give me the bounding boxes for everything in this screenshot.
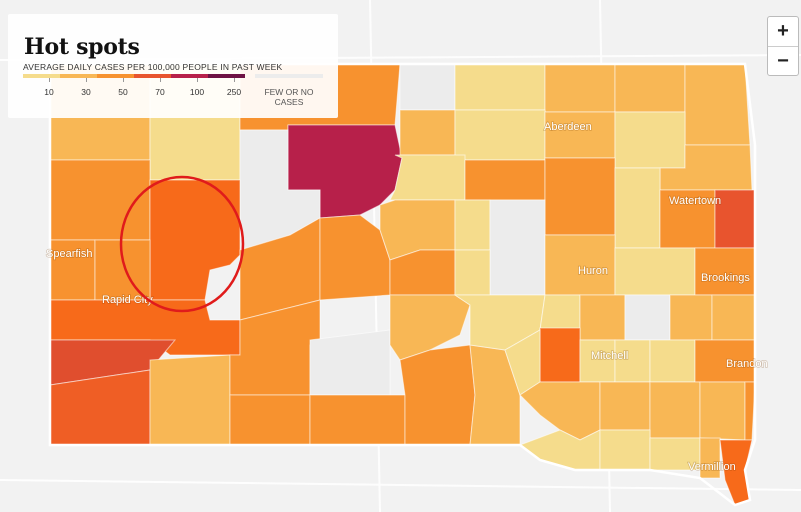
county[interactable] xyxy=(149,354,231,446)
legend-swatch-10 xyxy=(23,74,60,78)
city-label-brookings: Brookings xyxy=(701,272,750,284)
county[interactable] xyxy=(454,63,546,111)
legend-value-100: 100 xyxy=(189,87,205,97)
county[interactable] xyxy=(229,394,311,446)
county[interactable] xyxy=(614,167,661,249)
zoom-out-button[interactable]: − xyxy=(768,46,798,75)
county[interactable] xyxy=(614,63,686,113)
city-label-mitchell: Mitchell xyxy=(591,350,628,362)
legend-no-data-swatch xyxy=(255,74,323,78)
county[interactable] xyxy=(649,381,701,439)
legend-swatch-50 xyxy=(97,74,134,78)
county[interactable] xyxy=(544,157,616,236)
county[interactable] xyxy=(539,327,581,383)
zoom-controls: + − xyxy=(767,16,799,76)
legend-subtitle: AVERAGE DAILY CASES PER 100,000 PEOPLE I… xyxy=(23,62,283,72)
state-outline xyxy=(48,62,757,507)
legend-no-data: FEW OR NO CASES xyxy=(255,74,323,107)
city-label-rapid-city: Rapid City xyxy=(102,294,153,306)
county[interactable] xyxy=(649,339,696,383)
legend-swatch-250 xyxy=(208,74,245,78)
county[interactable] xyxy=(624,294,671,341)
county[interactable] xyxy=(399,344,476,446)
county[interactable] xyxy=(454,199,491,251)
legend-value-250: 250 xyxy=(226,87,242,97)
city-label-watertown: Watertown xyxy=(669,195,721,207)
county[interactable] xyxy=(309,329,391,396)
county[interactable] xyxy=(309,394,406,446)
county[interactable] xyxy=(614,247,696,296)
city-label-vermillion: Vermillion xyxy=(688,461,736,473)
county[interactable] xyxy=(711,294,756,341)
county[interactable] xyxy=(699,437,721,479)
county[interactable] xyxy=(614,111,686,169)
legend-panel: Hot spots AVERAGE DAILY CASES PER 100,00… xyxy=(8,14,338,118)
city-labels: Aberdeen Watertown Spearfish Huron Brook… xyxy=(45,120,768,474)
counties-layer xyxy=(49,63,756,506)
city-label-spearfish: Spearfish xyxy=(46,248,92,260)
county[interactable] xyxy=(544,111,616,159)
legend-tick xyxy=(160,78,161,82)
legend-tick xyxy=(197,78,198,82)
county[interactable] xyxy=(399,109,456,156)
county[interactable] xyxy=(599,429,651,471)
legend-scale: 10 30 50 70 100 250 xyxy=(23,74,245,108)
annotation-circle xyxy=(119,175,245,313)
legend-value-50: 50 xyxy=(118,87,128,97)
zoom-in-button[interactable]: + xyxy=(777,20,789,42)
city-label-aberdeen: Aberdeen xyxy=(544,121,592,133)
county[interactable] xyxy=(669,294,713,341)
county[interactable] xyxy=(539,294,581,331)
legend-swatch-70 xyxy=(134,74,171,78)
legend-swatch-100 xyxy=(171,74,208,78)
city-label-huron: Huron xyxy=(578,265,608,277)
county[interactable] xyxy=(699,381,746,441)
county[interactable] xyxy=(599,381,651,431)
city-label-brandon: Brandon xyxy=(726,358,768,370)
legend-title: Hot spots xyxy=(24,34,140,60)
county[interactable] xyxy=(579,294,626,341)
legend-no-data-label: FEW OR NO CASES xyxy=(264,87,314,107)
legend-value-10: 10 xyxy=(44,87,54,97)
legend-value-30: 30 xyxy=(81,87,91,97)
legend-swatch-30 xyxy=(60,74,97,78)
county[interactable] xyxy=(454,249,491,296)
legend-tick xyxy=(49,78,50,82)
county[interactable] xyxy=(489,199,546,296)
legend-tick xyxy=(86,78,87,82)
county[interactable] xyxy=(389,249,456,296)
legend-tick xyxy=(123,78,124,82)
county[interactable] xyxy=(399,63,456,111)
county[interactable] xyxy=(464,159,546,201)
legend-tick xyxy=(234,78,235,82)
county[interactable] xyxy=(684,63,751,146)
legend-value-70: 70 xyxy=(155,87,165,97)
county[interactable] xyxy=(544,63,616,113)
county[interactable] xyxy=(94,239,151,301)
county[interactable] xyxy=(389,154,466,201)
county[interactable] xyxy=(454,109,546,161)
